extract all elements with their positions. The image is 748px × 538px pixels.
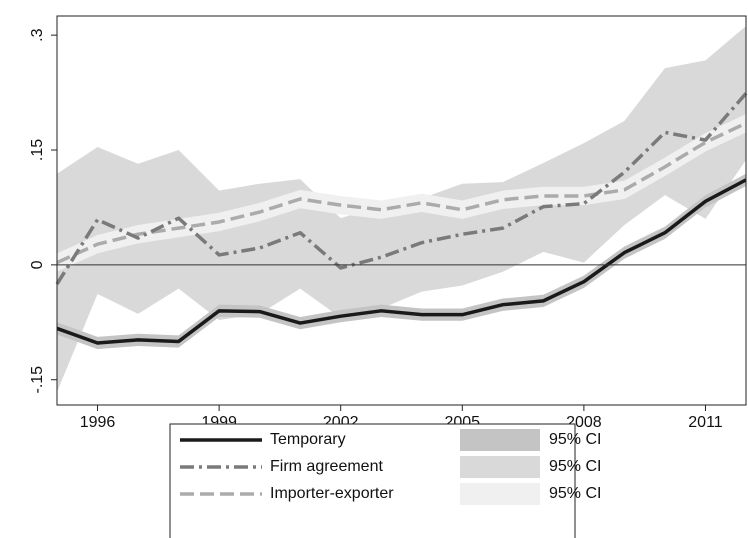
y-tick-label: -.15 — [29, 366, 46, 394]
y-tick-label: .15 — [29, 139, 46, 161]
plot-frame — [56, 15, 747, 406]
legend: Temporary 95% CI Firm agreement 95% CI Impor… — [169, 423, 601, 538]
legend-band-swatch — [460, 483, 540, 505]
series-lines — [55, 92, 748, 345]
legend-label: 95% CI — [549, 485, 601, 502]
ci-band — [57, 173, 746, 350]
ci-bands — [57, 25, 746, 392]
legend-label: Importer-exporter — [270, 485, 394, 502]
y-tick-label: 0 — [29, 260, 46, 269]
legend-label: Firm agreement — [270, 458, 383, 475]
x-tick-label: 1996 — [80, 414, 116, 431]
y-tick-label: .3 — [29, 28, 46, 41]
legend-label: 95% CI — [549, 431, 601, 448]
x-tick-label: 2011 — [688, 414, 723, 431]
legend-band-swatch — [460, 429, 540, 451]
series-line — [56, 178, 747, 345]
legend-label: 95% CI — [549, 458, 601, 475]
series-line — [56, 121, 747, 265]
legend-band-swatch — [460, 456, 540, 478]
legend-label: Temporary — [270, 431, 346, 448]
